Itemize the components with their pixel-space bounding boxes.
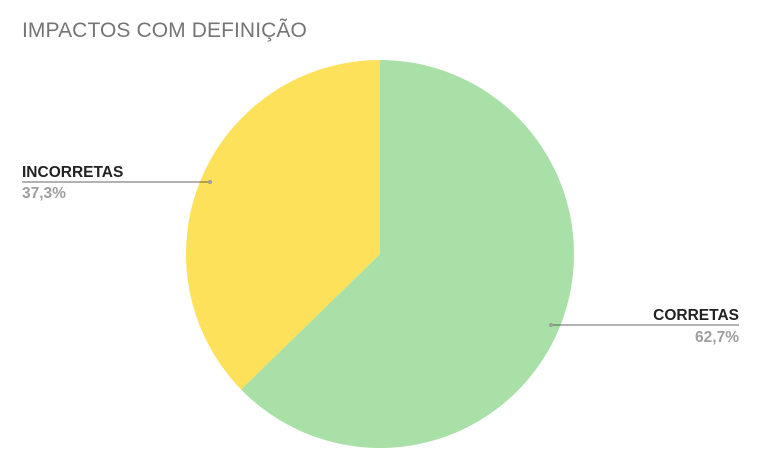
leader-dot-corretas [549,323,553,327]
callout-incorretas: INCORRETAS 37,3% [22,164,212,202]
pie-slices [186,60,575,448]
pie-slice-incorretas [186,60,380,390]
chart-title: IMPACTOS COM DEFINIÇÃO [22,19,307,42]
pie-slice-corretas [241,60,575,448]
slice-percent-incorretas: 37,3% [22,185,66,202]
slice-label-incorretas: INCORRETAS [22,164,123,181]
slice-percent-corretas: 62,7% [695,329,739,346]
callout-corretas: CORRETAS 62,7% [549,307,739,346]
slice-label-corretas: CORRETAS [653,307,739,324]
leader-dot-incorretas [208,180,212,184]
